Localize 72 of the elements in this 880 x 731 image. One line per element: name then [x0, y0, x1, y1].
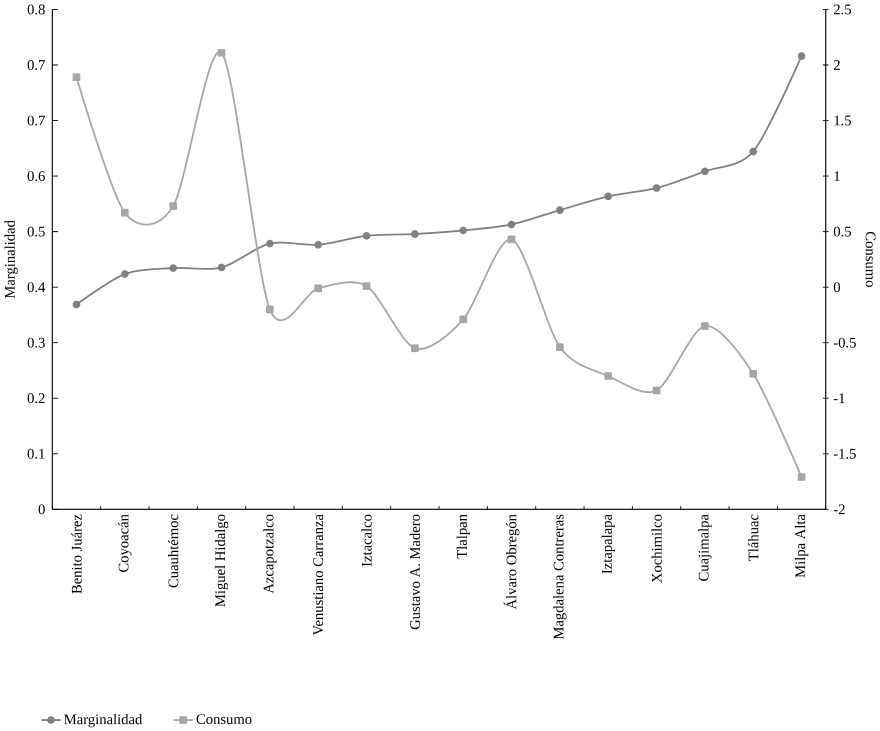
point — [169, 264, 177, 272]
x-tick-label: Gustavo A. Madero — [410, 514, 420, 630]
y-tick-label: 0.7 — [28, 116, 45, 126]
point — [314, 284, 322, 292]
point — [362, 232, 370, 240]
y2-tick-label: 0 — [834, 282, 840, 292]
point — [604, 192, 612, 200]
x-tick-label: Iztapalapa — [602, 514, 615, 574]
y2-tick-label: -1.5 — [834, 449, 856, 459]
y2-tick-label: 1.5 — [834, 116, 851, 126]
point — [556, 206, 564, 214]
y-tick-label: 0.7 — [28, 60, 45, 70]
point — [362, 282, 370, 290]
point — [652, 386, 660, 394]
y2-tick-label: 1 — [834, 171, 840, 182]
point — [169, 202, 177, 210]
x-tick-label: Venustiano Carranza — [313, 514, 324, 636]
y2-tick-label: 2.5 — [834, 4, 851, 15]
point — [411, 230, 419, 238]
y-tick-label: 0.4 — [28, 282, 46, 292]
x-tick-label: Iztacalco — [361, 514, 372, 566]
point — [508, 220, 516, 228]
point — [266, 240, 274, 248]
point — [604, 372, 612, 380]
y2-axis-title: Consumo — [866, 232, 876, 288]
x-tick-label: Milpa Alta — [794, 514, 808, 578]
point — [508, 236, 516, 244]
x-tick-label: Magdalena Contreras — [553, 514, 567, 640]
x-tick-label: Coyoacán — [118, 514, 132, 572]
y2-tick-label: 0.5 — [834, 226, 851, 237]
y-tick-label: 0.6 — [28, 171, 45, 182]
x-tick-label: Álvaro Obregón — [504, 514, 520, 610]
point — [121, 209, 129, 217]
point — [556, 343, 564, 352]
y2-tick-label: -0.5 — [834, 338, 856, 348]
y2-tick-label: -2 — [834, 504, 845, 514]
point — [749, 370, 758, 378]
point — [459, 316, 468, 324]
point — [72, 74, 80, 82]
x-tick-label: Cuauhtémoc — [168, 514, 178, 588]
point — [459, 226, 468, 234]
y-tick-label: 0.8 — [28, 4, 45, 15]
x-tick-label: Miguel Hidalgo — [214, 514, 228, 607]
x-tick-label: Azcapotzalco — [263, 514, 276, 594]
point — [218, 49, 226, 57]
point — [411, 344, 419, 352]
point — [72, 300, 80, 308]
point — [749, 148, 758, 156]
x-tick-label: Tláhuac — [748, 514, 758, 562]
point — [314, 241, 322, 249]
point — [701, 322, 709, 330]
x-tick-label: Xochimilco — [651, 514, 662, 583]
point — [701, 168, 709, 176]
y-tick-label: 0.5 — [28, 226, 45, 237]
point — [266, 306, 274, 314]
x-tick-label: Benito Juárez — [71, 514, 82, 594]
legend-label: Marginalidad — [64, 714, 142, 728]
y2-tick-label: 2 — [834, 60, 840, 70]
y-tick-label: 0.1 — [28, 448, 44, 459]
point — [798, 473, 806, 482]
point — [121, 270, 129, 278]
y2-tick-label: -1 — [834, 394, 845, 404]
x-tick-label: Tlalpan — [456, 514, 470, 559]
point — [218, 264, 226, 272]
point — [798, 52, 806, 60]
x-tick-label: Cuajimalpa — [698, 514, 712, 582]
y-axis-title: Marginalidad — [4, 220, 18, 298]
y-tick-label: 0.2 — [28, 393, 45, 404]
y-tick-label: 0.3 — [28, 338, 45, 348]
point — [652, 184, 660, 192]
legend-label: Consumo — [196, 714, 252, 724]
y-tick-label: 0 — [38, 504, 45, 514]
